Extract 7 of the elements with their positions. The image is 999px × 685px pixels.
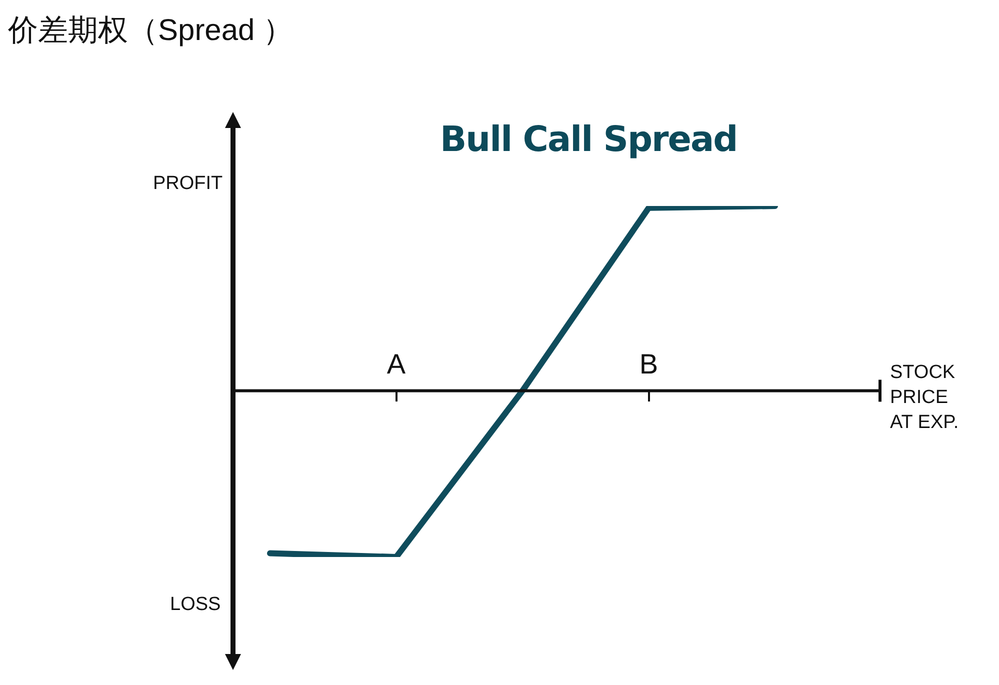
x-tick-label: A	[386, 348, 406, 380]
text: LOSS	[170, 594, 221, 616]
x-axis-title: STOCK PRICE AT EXP.	[890, 361, 960, 435]
chart-title: 价差期权（Spread ）	[8, 13, 294, 49]
chart-subtitle: Bull Call Spread	[440, 120, 738, 160]
text: PROFIT	[153, 173, 223, 195]
x-tick-label: B	[639, 348, 658, 380]
